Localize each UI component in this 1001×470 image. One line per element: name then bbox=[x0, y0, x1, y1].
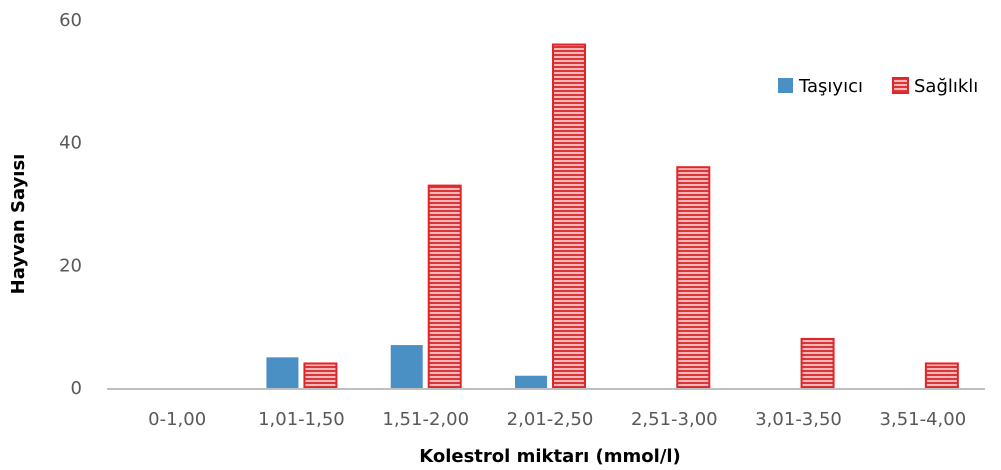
x-tick-label: 1,01-1,50 bbox=[258, 409, 345, 430]
x-axis-title: Kolestrol miktarı (mmol/l) bbox=[419, 446, 681, 467]
y-tick-label: 20 bbox=[59, 255, 82, 276]
x-tick-label: 3,01-3,50 bbox=[755, 409, 842, 430]
bar-saglikli bbox=[800, 337, 835, 389]
x-tick-label: 3,51-4,00 bbox=[880, 409, 967, 430]
bars bbox=[266, 43, 959, 390]
bar-tasiyici bbox=[515, 375, 547, 388]
y-tick-label: 40 bbox=[59, 133, 82, 154]
bar-tasiyici bbox=[266, 357, 299, 388]
bar-saglikli bbox=[924, 362, 959, 390]
bar-saglikli bbox=[676, 166, 711, 389]
bar-tasiyici bbox=[390, 345, 423, 388]
y-axis-ticks: 0 20 40 60 bbox=[59, 10, 82, 399]
x-tick-label: 2,51-3,00 bbox=[631, 409, 718, 430]
legend-label: Sağlıklı bbox=[914, 76, 978, 97]
legend-label: Taşıyıcı bbox=[798, 76, 863, 97]
x-axis-ticks: 0-1,00 1,01-1,50 1,51-2,00 2,01-2,50 2,51-3,… bbox=[148, 409, 966, 430]
legend: Taşıyıcı Sağlıklı bbox=[778, 76, 978, 97]
legend-swatch bbox=[892, 77, 909, 94]
y-axis-title: Hayvan Sayısı bbox=[8, 154, 29, 295]
x-tick-label: 1,51-2,00 bbox=[382, 409, 469, 430]
legend-swatch bbox=[778, 78, 793, 93]
y-tick-label: 60 bbox=[59, 10, 82, 31]
bar-saglikli bbox=[427, 184, 462, 389]
x-tick-label: 0-1,00 bbox=[148, 409, 206, 430]
bar-saglikli bbox=[552, 43, 586, 390]
bar-saglikli bbox=[303, 362, 338, 390]
x-tick-label: 2,01-2,50 bbox=[507, 409, 594, 430]
y-tick-label: 0 bbox=[71, 378, 82, 399]
